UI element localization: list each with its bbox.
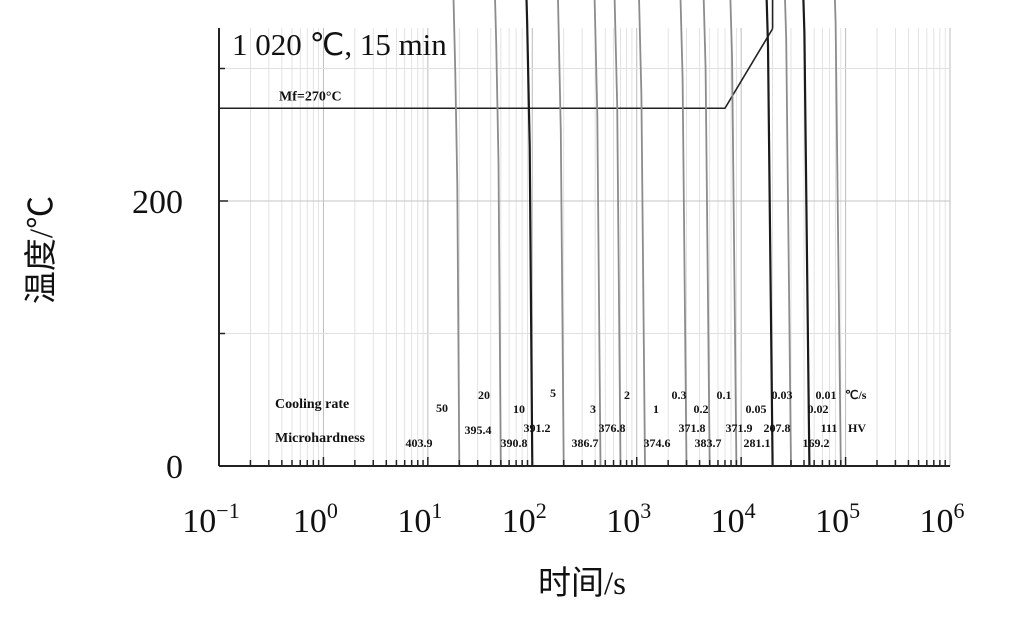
- x-tick-label: 104: [711, 498, 756, 540]
- hardness-value: 371.8: [679, 421, 706, 435]
- hardness-value: 281.1: [744, 436, 771, 450]
- axes: 10−110010110210310410510602004006008001 …: [132, 28, 965, 540]
- hardness-value: 395.4: [465, 423, 492, 437]
- hardness-unit-label: HV: [848, 421, 866, 435]
- cooling-rate-value: 0.1: [717, 388, 732, 402]
- x-tick-label: 101: [397, 498, 442, 540]
- annotations: Ms=450°CMf=270°CMFCooling rateMicrohardn…: [275, 89, 867, 450]
- x-tick-label: 105: [815, 498, 860, 540]
- cooling-rate-value: 3: [590, 402, 596, 416]
- hardness-value: 169.2: [803, 436, 830, 450]
- cooling-rate-value: 2: [624, 388, 630, 402]
- cooling-rate-value: 0.02: [808, 402, 829, 416]
- reference-lines: Ac3Ac1: [219, 0, 774, 110]
- hardness-value: 111: [821, 421, 838, 435]
- cooling-rate-value: 10: [513, 402, 525, 416]
- x-tick-label: 100: [293, 498, 338, 540]
- rate-unit-label: ℃/s: [845, 388, 867, 402]
- hardness-value: 390.8: [501, 436, 528, 450]
- y-tick-label: 200: [132, 184, 183, 221]
- y-axis-label: 温度/℃: [23, 196, 60, 304]
- hardness-value: 383.7: [695, 436, 722, 450]
- y-tick-label: 0: [166, 449, 183, 486]
- cooling-rate-value: 0.2: [694, 402, 709, 416]
- x-tick-label: 102: [502, 498, 547, 540]
- cooling-curve-5: [557, 0, 565, 467]
- x-tick-label: 103: [606, 498, 651, 540]
- hardness-value: 371.9: [726, 421, 753, 435]
- cooling-rate-value: 0.01: [816, 388, 837, 402]
- x-axis-label: 时间/s: [538, 566, 626, 602]
- hardness-value: 374.6: [644, 436, 671, 450]
- x-tick-label: 10−1: [182, 498, 239, 540]
- mf-line: [219, 28, 774, 110]
- cooling-rate-value: 0.05: [746, 402, 767, 416]
- hardness-value: 403.9: [406, 436, 433, 450]
- hardness-value: 376.8: [599, 421, 626, 435]
- cooling-rate-value: 0.3: [672, 388, 687, 402]
- cooling-rate-value: 0.03: [772, 388, 793, 402]
- hardness-value: 391.2: [524, 421, 551, 435]
- cooling-rate-value: 50: [436, 401, 448, 415]
- cooling-rate-value: 1: [653, 402, 659, 416]
- hardness-value: 207.8: [764, 421, 791, 435]
- microhardness-label: Microhardness: [275, 431, 366, 446]
- mf-label: Mf=270°C: [279, 89, 342, 104]
- cooling-rate-label: Cooling rate: [275, 397, 349, 412]
- chart-title: 1 020 ℃, 15 min: [232, 27, 447, 62]
- x-tick-label: 106: [920, 498, 965, 540]
- hardness-value: 386.7: [572, 436, 599, 450]
- cooling-rate-value: 5: [550, 386, 556, 400]
- cooling-rate-value: 20: [478, 388, 490, 402]
